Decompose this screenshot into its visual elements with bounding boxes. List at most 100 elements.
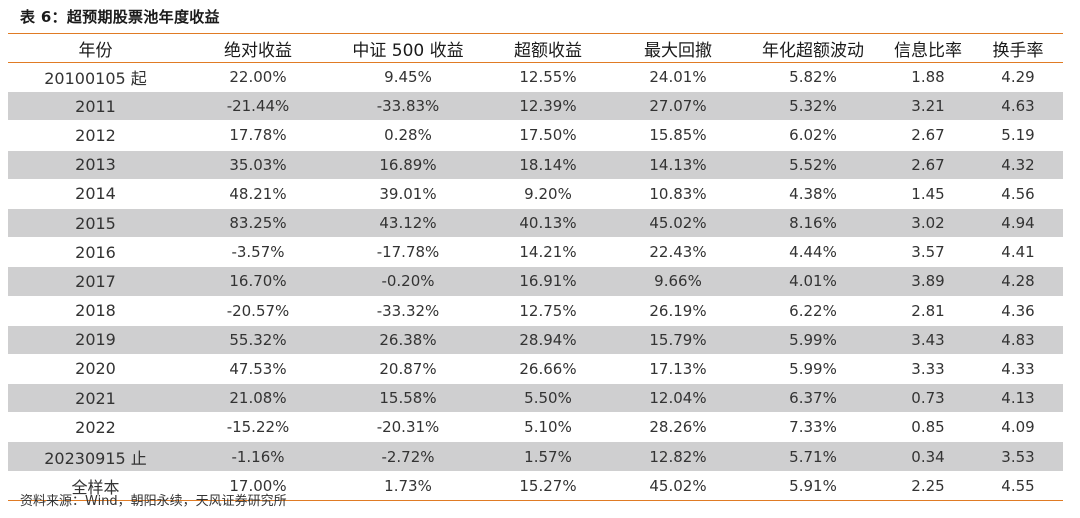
table-row: 2013 35.03% 16.89% 18.14% 14.13% 5.52% 2.67 4.3… — [8, 150, 1063, 180]
cell-absolute-return: 22.00% — [183, 62, 333, 93]
table-row: 2017 16.70% -0.20% 16.91% 9.66% 4.01% 3.89 4.28 — [8, 266, 1063, 297]
header-year: 年份 — [8, 33, 183, 63]
table-body: 20100105 起 22.00% 9.45% 12.55% 24.01% 5.82% 1.… — [8, 62, 1063, 501]
cell-csi500-return: 9.45% — [333, 62, 483, 93]
cell-turnover: 3.53 — [973, 441, 1063, 472]
cell-information-ratio: 0.34 — [883, 441, 973, 472]
header-excess-return: 超额收益 — [483, 33, 613, 63]
source-note: 资料来源：Wind，朝阳永续，天风证券研究所 — [20, 494, 287, 509]
cell-csi500-return: -20.31% — [333, 412, 483, 443]
cell-absolute-return: 35.03% — [183, 150, 333, 180]
cell-excess-return: 12.39% — [483, 91, 613, 122]
cell-annualized-excess-volatility: 5.52% — [743, 150, 883, 180]
cell-max-drawdown: 9.66% — [613, 266, 743, 297]
cell-year: 2011 — [8, 91, 183, 122]
cell-information-ratio: 2.67 — [883, 150, 973, 180]
cell-year: 2017 — [8, 266, 183, 297]
cell-absolute-return: -15.22% — [183, 412, 333, 443]
cell-csi500-return: 1.73% — [333, 471, 483, 501]
table-row: 2012 17.78% 0.28% 17.50% 15.85% 6.02% 2.67 5.19 — [8, 120, 1063, 151]
cell-year: 2019 — [8, 325, 183, 355]
cell-absolute-return: -21.44% — [183, 91, 333, 122]
cell-year: 2014 — [8, 179, 183, 209]
cell-max-drawdown: 22.43% — [613, 237, 743, 268]
cell-annualized-excess-volatility: 5.32% — [743, 91, 883, 122]
cell-excess-return: 5.50% — [483, 383, 613, 414]
cell-excess-return: 40.13% — [483, 208, 613, 239]
cell-turnover: 4.94 — [973, 208, 1063, 239]
cell-annualized-excess-volatility: 5.99% — [743, 325, 883, 355]
cell-turnover: 5.19 — [973, 120, 1063, 151]
cell-excess-return: 1.57% — [483, 441, 613, 472]
cell-year: 2021 — [8, 383, 183, 414]
cell-absolute-return: 47.53% — [183, 354, 333, 385]
cell-excess-return: 12.55% — [483, 62, 613, 93]
cell-excess-return: 9.20% — [483, 179, 613, 209]
cell-information-ratio: 3.57 — [883, 237, 973, 268]
header-annualized-excess-volatility: 年化超额波动 — [743, 33, 883, 63]
cell-information-ratio: 1.45 — [883, 179, 973, 209]
cell-max-drawdown: 28.26% — [613, 412, 743, 443]
cell-year: 2020 — [8, 354, 183, 385]
cell-annualized-excess-volatility: 6.22% — [743, 296, 883, 326]
annual-returns-table: 年份 绝对收益 中证 500 收益 超额收益 最大回撤 年化超额波动 信息比率 … — [8, 33, 1063, 501]
table-row: 2014 48.21% 39.01% 9.20% 10.83% 4.38% 1.45 4.56 — [8, 179, 1063, 209]
cell-information-ratio: 3.89 — [883, 266, 973, 297]
cell-max-drawdown: 14.13% — [613, 150, 743, 180]
cell-year: 全样本 — [8, 471, 183, 501]
cell-csi500-return: -33.83% — [333, 91, 483, 122]
cell-annualized-excess-volatility: 5.99% — [743, 354, 883, 385]
cell-year: 2022 — [8, 412, 183, 443]
table-row: 2011 -21.44% -33.83% 12.39% 27.07% 5.32% 3.21 4… — [8, 91, 1063, 122]
cell-information-ratio: 3.21 — [883, 91, 973, 122]
cell-excess-return: 16.91% — [483, 266, 613, 297]
cell-excess-return: 18.14% — [483, 150, 613, 180]
cell-csi500-return: -0.20% — [333, 266, 483, 297]
cell-annualized-excess-volatility: 5.82% — [743, 62, 883, 93]
cell-information-ratio: 0.73 — [883, 383, 973, 414]
cell-absolute-return: 55.32% — [183, 325, 333, 355]
cell-excess-return: 5.10% — [483, 412, 613, 443]
table-row: 20100105 起 22.00% 9.45% 12.55% 24.01% 5.82% 1.… — [8, 62, 1063, 93]
table-caption: 表 6：超预期股票池年度收益 — [20, 8, 220, 26]
table-row: 20230915 止 -1.16% -2.72% 1.57% 12.82% 5.71% 0.… — [8, 441, 1063, 472]
table-row: 2015 83.25% 43.12% 40.13% 45.02% 8.16% 3.02 4.9… — [8, 208, 1063, 239]
cell-information-ratio: 2.67 — [883, 120, 973, 151]
cell-turnover: 4.56 — [973, 179, 1063, 209]
cell-annualized-excess-volatility: 4.38% — [743, 179, 883, 209]
cell-information-ratio: 2.81 — [883, 296, 973, 326]
header-absolute-return: 绝对收益 — [183, 33, 333, 63]
cell-annualized-excess-volatility: 5.91% — [743, 471, 883, 501]
table-row: 2018 -20.57% -33.32% 12.75% 26.19% 6.22% 2.81 4… — [8, 296, 1063, 326]
cell-csi500-return: 15.58% — [333, 383, 483, 414]
cell-turnover: 4.09 — [973, 412, 1063, 443]
cell-max-drawdown: 12.82% — [613, 441, 743, 472]
cell-turnover: 4.33 — [973, 354, 1063, 385]
cell-information-ratio: 2.25 — [883, 471, 973, 501]
header-max-drawdown: 最大回撤 — [613, 33, 743, 63]
cell-information-ratio: 3.43 — [883, 325, 973, 355]
cell-year: 20230915 止 — [8, 441, 183, 472]
cell-excess-return: 14.21% — [483, 237, 613, 268]
cell-turnover: 4.32 — [973, 150, 1063, 180]
cell-information-ratio: 0.85 — [883, 412, 973, 443]
cell-turnover: 4.41 — [973, 237, 1063, 268]
header-row: 年份 绝对收益 中证 500 收益 超额收益 最大回撤 年化超额波动 信息比率 … — [8, 33, 1063, 63]
cell-max-drawdown: 26.19% — [613, 296, 743, 326]
cell-year: 2018 — [8, 296, 183, 326]
cell-annualized-excess-volatility: 5.71% — [743, 441, 883, 472]
cell-max-drawdown: 15.85% — [613, 120, 743, 151]
cell-csi500-return: 16.89% — [333, 150, 483, 180]
cell-excess-return: 15.27% — [483, 471, 613, 501]
cell-annualized-excess-volatility: 4.44% — [743, 237, 883, 268]
cell-year: 20100105 起 — [8, 62, 183, 93]
cell-annualized-excess-volatility: 8.16% — [743, 208, 883, 239]
cell-information-ratio: 1.88 — [883, 62, 973, 93]
cell-annualized-excess-volatility: 7.33% — [743, 412, 883, 443]
header-csi500-return: 中证 500 收益 — [333, 33, 483, 63]
table-row: 2019 55.32% 26.38% 28.94% 15.79% 5.99% 3.43 4.8… — [8, 325, 1063, 355]
cell-max-drawdown: 24.01% — [613, 62, 743, 93]
cell-year: 2012 — [8, 120, 183, 151]
cell-annualized-excess-volatility: 6.02% — [743, 120, 883, 151]
header-information-ratio: 信息比率 — [883, 33, 973, 63]
